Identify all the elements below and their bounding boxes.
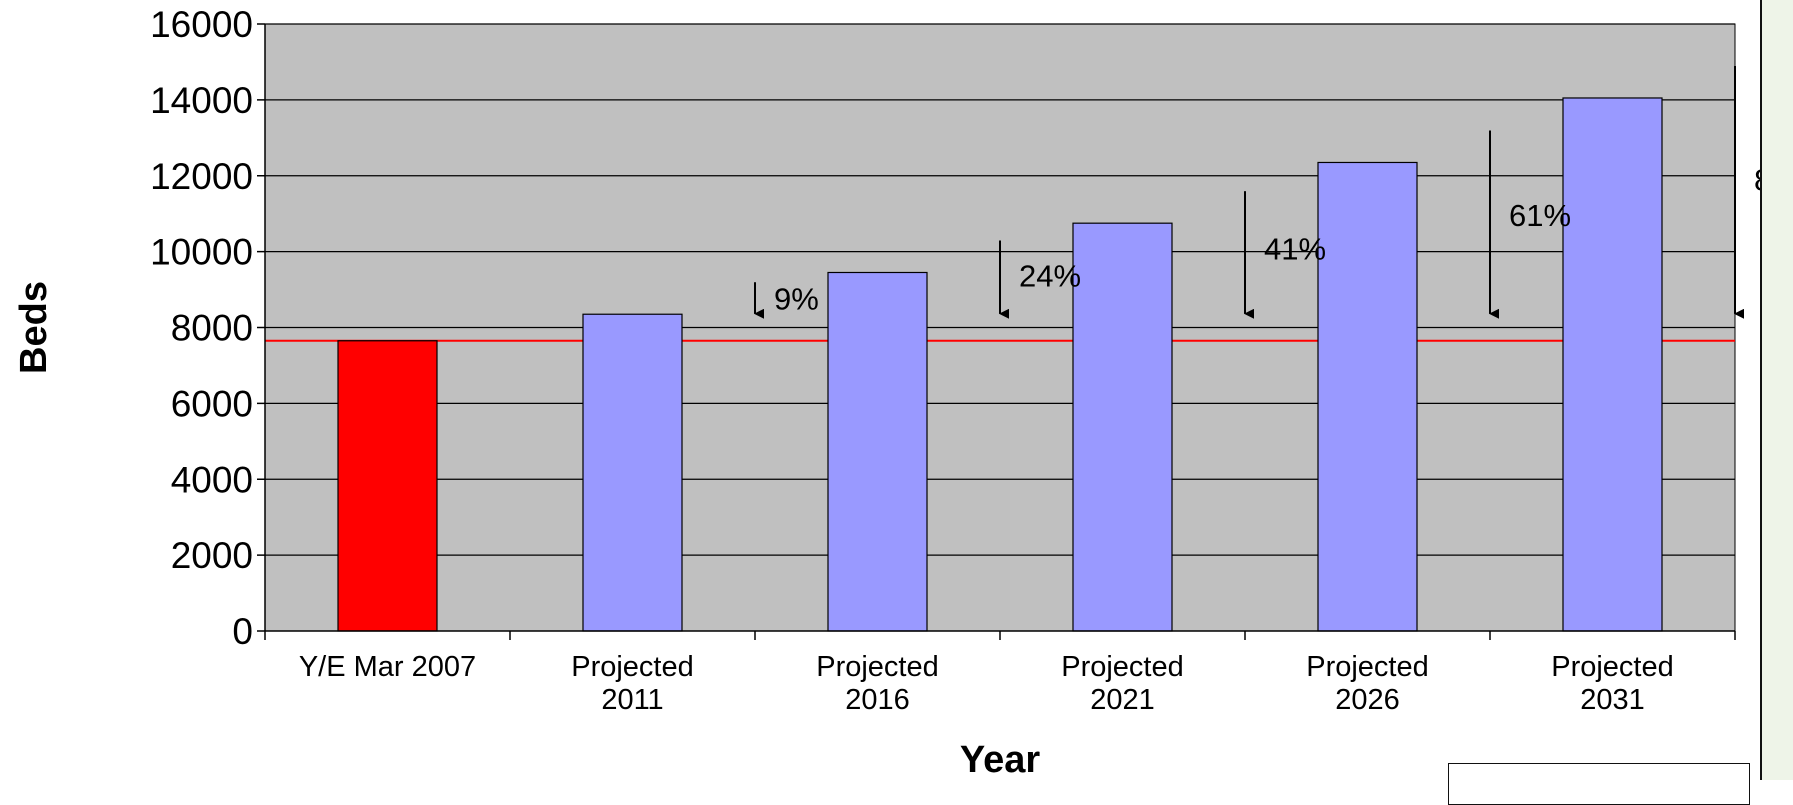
axes: 0 2000 4000 6000 8000 10000 12000 14000 16000 Y/E… <box>150 4 1736 716</box>
x-tick-label: Projected 2021 <box>1061 651 1184 716</box>
change-percent-label: 41% <box>1264 231 1326 266</box>
y-tick-label: 6000 <box>171 383 253 424</box>
x-axis-title: Year <box>960 739 1041 780</box>
x-tick-label: Y/E Mar 2007 <box>299 651 476 683</box>
y-tick-label: 0 <box>232 611 253 652</box>
y-tick-label: 2000 <box>171 535 253 576</box>
bars <box>337 97 1663 632</box>
slide-side-panel <box>1760 0 1793 780</box>
bar <box>1317 161 1418 632</box>
y-axis-title: Beds <box>13 281 55 374</box>
bar <box>582 313 683 632</box>
source-note-box <box>1448 763 1750 805</box>
y-tick-label: 10000 <box>150 232 253 273</box>
x-tick-label: Projected 2016 <box>816 651 939 716</box>
bar <box>827 271 928 632</box>
y-tick-label: 14000 <box>150 80 253 121</box>
x-tick-label: Projected 2011 <box>571 651 694 716</box>
change-percent-label: 9% <box>774 281 819 316</box>
change-percent-label: 61% <box>1509 198 1571 233</box>
bar <box>337 340 438 632</box>
x-tick-label: Projected 2026 <box>1306 651 1429 716</box>
y-tick-label: 8000 <box>171 308 253 349</box>
y-tick-label: 16000 <box>150 4 253 45</box>
bar <box>1072 222 1173 632</box>
y-tick-label: 12000 <box>150 156 253 197</box>
y-tick-label: 4000 <box>171 459 253 500</box>
change-percent-label: 24% <box>1019 258 1081 293</box>
bar-chart: 0 2000 4000 6000 8000 10000 12000 14000 16000 Y/E… <box>13 4 1793 780</box>
bar <box>1562 97 1663 632</box>
x-tick-label: Projected 2031 <box>1551 651 1674 716</box>
